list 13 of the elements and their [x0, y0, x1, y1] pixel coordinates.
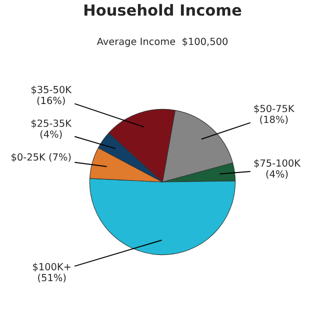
slice-label: $0-25K (7%) [12, 153, 71, 162]
data-label: (18%) [260, 116, 288, 124]
slice-label: $75-100K [254, 159, 301, 168]
data-label: (4%) [266, 170, 288, 179]
data-label: (4%) [40, 130, 62, 139]
data-label: (16%) [37, 96, 65, 106]
slice-label: $25-35K [31, 119, 72, 128]
chart-title: Household Income [84, 4, 242, 16]
chart-subtitle: Average Income $100,500 [96, 38, 228, 47]
slice-label: $50-75K [254, 104, 295, 114]
data-label: (51%) [38, 274, 66, 282]
slice-label: $35-50K [31, 86, 72, 95]
slice-label: $100K+ [33, 262, 70, 272]
